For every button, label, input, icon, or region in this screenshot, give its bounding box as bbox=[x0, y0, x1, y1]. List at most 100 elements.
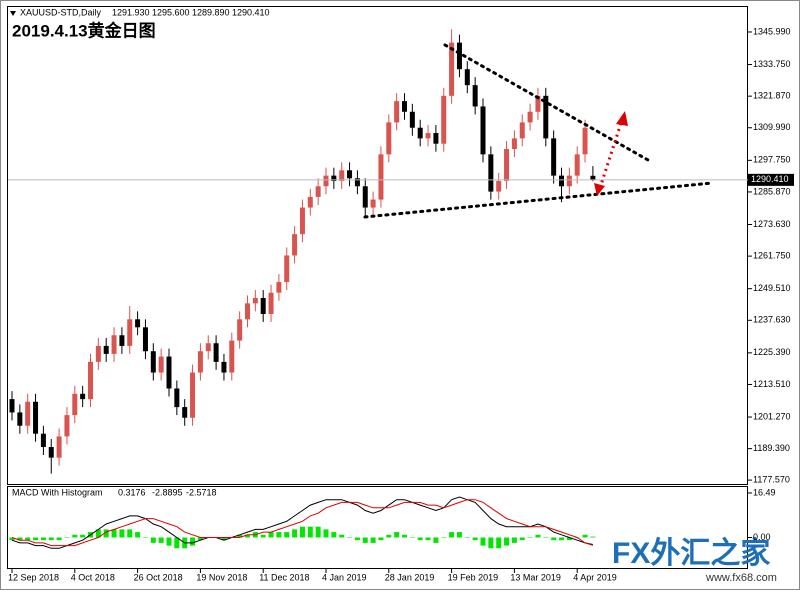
candle-body bbox=[142, 327, 148, 352]
candle-body bbox=[64, 415, 70, 437]
histogram-bar bbox=[496, 537, 502, 549]
candle-body bbox=[331, 175, 337, 181]
histogram-bar bbox=[197, 537, 203, 541]
y-tick-label: 1177.570 bbox=[753, 474, 790, 484]
candle-body bbox=[237, 319, 243, 341]
y-tick-label: 1237.630 bbox=[753, 315, 791, 325]
histogram-bar bbox=[504, 537, 510, 546]
candle-body bbox=[284, 255, 290, 283]
candle-body bbox=[72, 393, 78, 416]
candle-body bbox=[307, 196, 313, 208]
candle-body bbox=[111, 335, 117, 354]
histogram-bar bbox=[190, 537, 196, 546]
candle-body bbox=[197, 351, 203, 373]
candle-body bbox=[56, 436, 62, 458]
histogram-bar bbox=[299, 526, 305, 538]
x-tick-label: 19 Nov 2018 bbox=[196, 572, 247, 582]
histogram-bar bbox=[245, 534, 250, 538]
histogram-bar bbox=[221, 537, 227, 541]
watermark-url: www.fx68.com bbox=[705, 572, 777, 584]
histogram-bar bbox=[111, 529, 117, 538]
histogram-bar bbox=[127, 529, 133, 538]
histogram-bar bbox=[307, 526, 313, 538]
candle-body bbox=[245, 303, 250, 320]
histogram-bar bbox=[9, 537, 15, 541]
histogram-bar bbox=[276, 532, 282, 538]
histogram-bar bbox=[40, 537, 46, 541]
candle-body bbox=[511, 138, 517, 150]
x-tick-label: 4 Oct 2018 bbox=[71, 572, 115, 582]
macd-line bbox=[11, 496, 593, 549]
histogram-bar bbox=[56, 537, 62, 541]
candle-body bbox=[449, 42, 455, 96]
candle-body bbox=[9, 399, 15, 413]
candle-body bbox=[472, 85, 478, 107]
histogram-bar bbox=[292, 529, 298, 538]
candle-body bbox=[590, 175, 596, 180]
candle-body bbox=[386, 122, 392, 155]
x-tick-label: 12 Sep 2018 bbox=[8, 572, 59, 582]
histogram-bar bbox=[158, 537, 164, 543]
histogram-bar bbox=[566, 537, 572, 541]
header-value: -2.5718 bbox=[186, 487, 217, 497]
header-value: 0.3176 bbox=[118, 487, 146, 497]
histogram-bar bbox=[331, 532, 337, 538]
candle-body bbox=[292, 234, 298, 256]
y-tick-label: 1249.510 bbox=[753, 283, 791, 293]
histogram-bar bbox=[323, 529, 329, 538]
histogram-bar bbox=[378, 537, 384, 541]
arrow-head bbox=[616, 111, 628, 126]
candle-body bbox=[535, 95, 541, 112]
last-price-label: 1290.410 bbox=[751, 174, 789, 184]
x-tick-label: 4 Apr 2019 bbox=[573, 572, 617, 582]
watermark-brand: FX外汇之家 bbox=[612, 536, 770, 570]
histogram-bar bbox=[409, 537, 415, 538]
histogram-bar bbox=[17, 537, 23, 541]
candle-body bbox=[496, 180, 502, 192]
histogram-bar bbox=[519, 537, 525, 541]
candle-body bbox=[158, 356, 164, 373]
x-tick-label: 26 Oct 2018 bbox=[134, 572, 183, 582]
histogram-bar bbox=[480, 537, 486, 546]
macd-panel bbox=[7, 486, 748, 569]
candle-body bbox=[119, 335, 125, 346]
header-value: 1291.930 bbox=[112, 7, 150, 17]
candle-body bbox=[103, 345, 109, 354]
candle-body bbox=[221, 361, 227, 373]
histogram-bar bbox=[347, 537, 353, 538]
candle-body bbox=[480, 106, 486, 155]
candle-body bbox=[276, 282, 282, 293]
candle-body bbox=[566, 175, 572, 187]
candle-body bbox=[174, 388, 180, 408]
candle-body bbox=[88, 361, 93, 400]
candle-body bbox=[25, 401, 31, 426]
histogram-bar bbox=[590, 536, 596, 538]
histogram-bar bbox=[511, 537, 517, 543]
histogram-bar bbox=[354, 537, 360, 541]
histogram-bar bbox=[417, 537, 423, 541]
histogram-bar bbox=[362, 537, 368, 543]
macd-line bbox=[11, 499, 594, 547]
candle-body bbox=[315, 186, 321, 197]
candle-body bbox=[166, 356, 172, 389]
candle-body bbox=[260, 298, 266, 314]
candle-body bbox=[95, 345, 101, 362]
candle-body bbox=[362, 186, 368, 208]
candle-body bbox=[17, 412, 23, 426]
x-tick-label: 13 Mar 2019 bbox=[510, 572, 561, 582]
candle-body bbox=[456, 42, 462, 70]
candle-body bbox=[48, 447, 54, 458]
annotations bbox=[363, 43, 714, 219]
histogram-bar bbox=[488, 537, 494, 549]
histogram-bar bbox=[386, 534, 392, 538]
candle-body bbox=[150, 351, 156, 373]
candle-body bbox=[527, 111, 533, 123]
candle-body bbox=[347, 170, 353, 179]
histogram-bar bbox=[394, 532, 400, 538]
candle-body bbox=[378, 154, 384, 200]
candle-body bbox=[80, 393, 86, 400]
candle-body bbox=[488, 154, 494, 192]
x-tick-label: 11 Dec 2018 bbox=[259, 572, 309, 582]
candle-body bbox=[135, 319, 141, 328]
